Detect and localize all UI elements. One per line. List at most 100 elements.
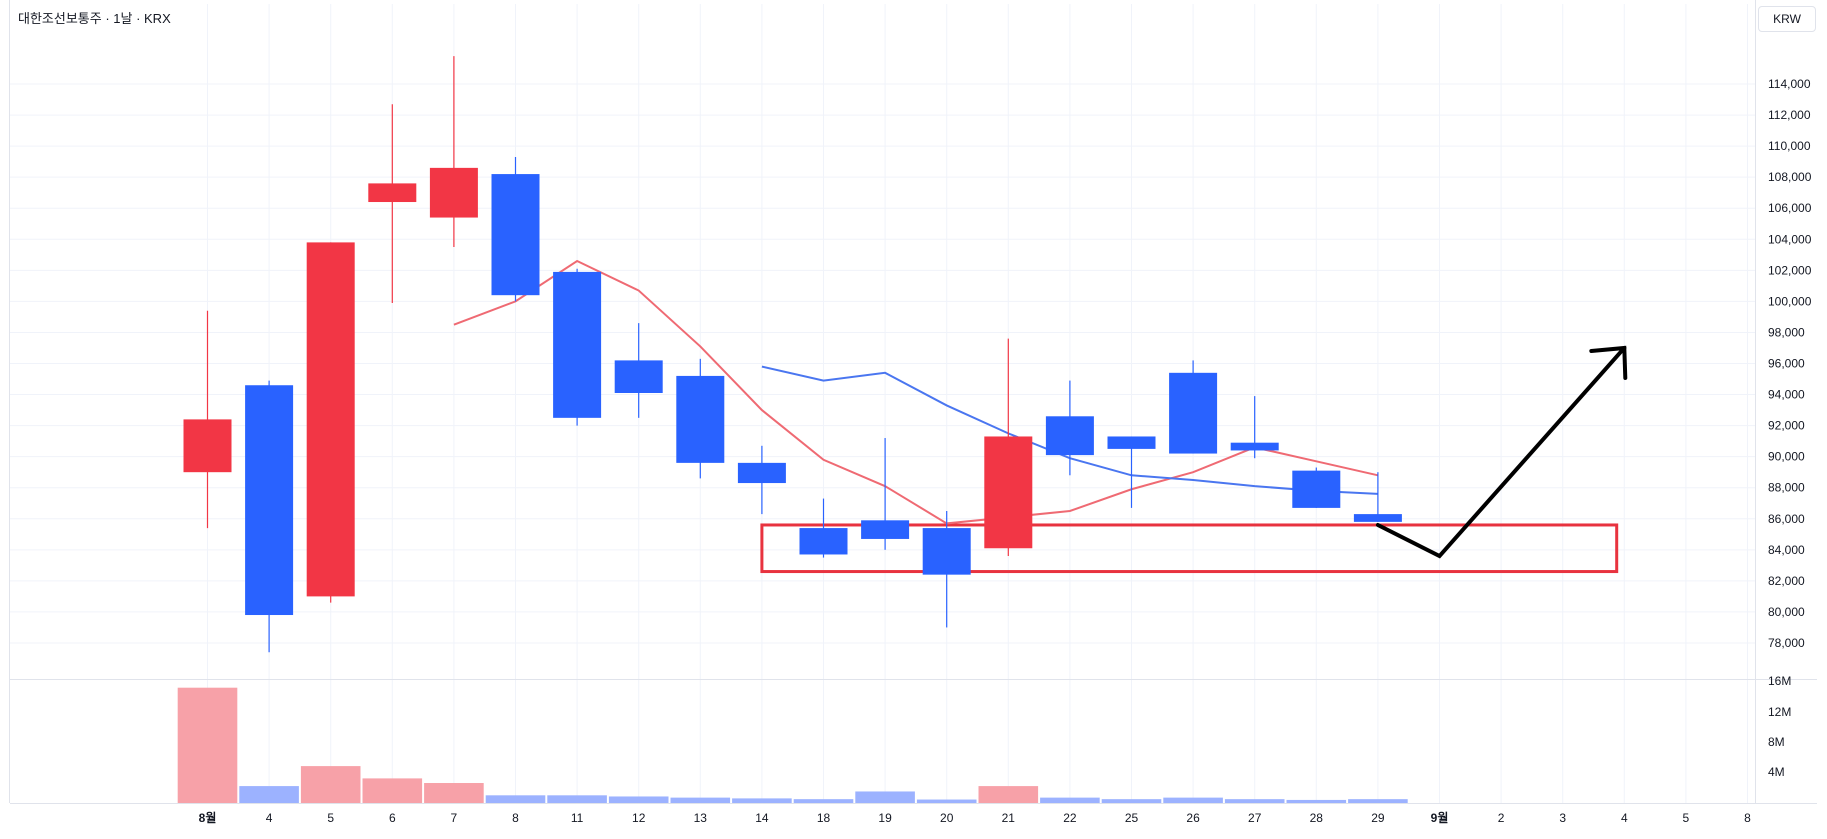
date-tick-label: 21 — [1002, 811, 1016, 825]
candle — [737, 445, 786, 515]
price-tick-label: 96,000 — [1768, 357, 1805, 371]
volume-bar — [1224, 799, 1285, 803]
volume-bar — [485, 795, 546, 803]
candle — [1353, 472, 1402, 522]
pane-borders — [9, 0, 1817, 804]
candle-body — [245, 385, 294, 616]
candle-body — [737, 462, 786, 484]
date-tick-label: 7 — [451, 811, 458, 825]
volume-bar — [177, 687, 238, 803]
price-axis[interactable]: 78,000 80,000 82,000 84,000 86,000 88,000 90,0… — [1768, 77, 1812, 650]
currency-button[interactable]: KRW — [1758, 6, 1816, 32]
candle — [1230, 396, 1279, 459]
candle — [306, 242, 355, 603]
candle-body — [1107, 436, 1156, 449]
volume-bar — [239, 786, 299, 803]
price-tick-label: 78,000 — [1768, 636, 1805, 650]
ma-short-line — [453, 259, 1379, 525]
volume-bar — [547, 795, 607, 803]
symbol-legend[interactable]: 대한조선보통주 · 1날 · KRX — [18, 11, 171, 26]
candle — [183, 310, 232, 529]
date-tick-label: 11 — [571, 811, 584, 825]
price-tick-label: 84,000 — [1768, 543, 1805, 557]
candle — [491, 157, 540, 302]
volume-bars — [177, 687, 1408, 803]
price-tick-label: 112,000 — [1768, 108, 1811, 122]
candle — [1169, 360, 1218, 454]
date-tick-label: 29 — [1371, 811, 1385, 825]
candle-body — [553, 271, 602, 418]
candle — [429, 56, 478, 248]
price-tick-label: 108,000 — [1768, 170, 1812, 184]
candle-body — [984, 436, 1033, 549]
price-tick-label: 82,000 — [1768, 574, 1805, 588]
volume-bar — [424, 783, 484, 803]
date-tick-label: 9월 — [1431, 810, 1449, 825]
date-tick-label: 12 — [632, 811, 646, 825]
price-tick-label: 102,000 — [1768, 263, 1812, 277]
price-tick-label: 90,000 — [1768, 450, 1805, 464]
candle-body — [368, 183, 417, 203]
price-tick-label: 110,000 — [1768, 139, 1811, 153]
candles — [183, 56, 1402, 653]
date-tick-label: 27 — [1248, 811, 1262, 825]
candle-body — [306, 242, 355, 597]
date-tick-label: 6 — [389, 811, 396, 825]
candle-body — [1230, 442, 1279, 451]
price-tick-label: 92,000 — [1768, 419, 1805, 433]
volume-bar — [608, 796, 669, 803]
candle — [1292, 467, 1341, 508]
candle — [922, 511, 971, 628]
projection-arrow — [1375, 345, 1627, 559]
volume-tick-label: 12M — [1768, 705, 1791, 719]
price-tick-label: 80,000 — [1768, 605, 1805, 619]
date-tick-label: 28 — [1310, 811, 1324, 825]
date-tick-label: 26 — [1186, 811, 1200, 825]
date-axis[interactable]: 8월 4 5 6 7 8 11 12 13 14 18 19 20 21 22 25 26 27 28 29 9월 2 3 4… — [199, 810, 1752, 825]
price-tick-label: 86,000 — [1768, 512, 1805, 526]
volume-tick-label: 4M — [1768, 765, 1785, 779]
price-tick-label: 104,000 — [1768, 232, 1812, 246]
date-tick-label: 19 — [878, 811, 892, 825]
volume-bar — [1348, 799, 1408, 803]
date-tick-label: 2 — [1498, 811, 1505, 825]
grid — [10, 4, 1755, 803]
candle-body — [922, 528, 971, 575]
candle-body — [799, 528, 848, 555]
candle — [368, 104, 417, 303]
date-tick-label: 5 — [327, 811, 334, 825]
volume-bar — [1101, 799, 1162, 803]
price-tick-label: 106,000 — [1768, 201, 1812, 215]
volume-tick-label: 8M — [1768, 735, 1785, 749]
candle-body — [1169, 372, 1218, 454]
candle — [676, 358, 725, 479]
candle-body — [1045, 416, 1094, 456]
candle — [245, 380, 294, 653]
volume-bar — [300, 766, 361, 803]
candle — [1107, 436, 1156, 508]
volume-bar — [916, 799, 977, 803]
date-tick-label: 3 — [1559, 811, 1566, 825]
date-tick-label: 5 — [1683, 811, 1690, 825]
candle-body — [676, 375, 725, 463]
date-tick-label: 18 — [817, 811, 831, 825]
support-box — [760, 523, 1619, 574]
volume-bar — [1286, 799, 1347, 803]
price-tick-label: 88,000 — [1768, 481, 1805, 495]
candle-body — [429, 167, 478, 218]
volume-bar — [978, 786, 1039, 803]
candle — [799, 498, 848, 558]
candle-body — [1292, 470, 1341, 508]
volume-bar — [1040, 797, 1100, 803]
candle — [553, 268, 602, 426]
candle-body — [1353, 514, 1402, 522]
candle — [861, 438, 910, 550]
date-tick-label: 8 — [512, 811, 519, 825]
volume-bar — [1163, 797, 1223, 803]
date-tick-label: 4 — [266, 811, 273, 825]
volume-tick-label: 16M — [1768, 674, 1791, 688]
date-tick-label: 14 — [755, 811, 769, 825]
date-tick-label: 13 — [694, 811, 708, 825]
